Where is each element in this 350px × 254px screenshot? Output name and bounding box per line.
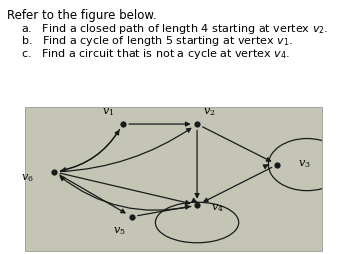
Text: $v_3$: $v_3$ [298,159,310,170]
Bar [25,107,322,251]
Text: a.   Find a closed path of length 4 starting at vertex $v_2$.: a. Find a closed path of length 4 starti… [21,22,328,36]
Text: c.   Find a circuit that is not a cycle at vertex $v_4$.: c. Find a circuit that is not a cycle at… [21,47,290,61]
Text: $v_5$: $v_5$ [113,225,126,237]
Text: $v_6$: $v_6$ [21,172,34,184]
Text: $v_2$: $v_2$ [203,107,215,118]
Text: $v_1$: $v_1$ [102,107,114,118]
Text: b.   Find a cycle of length 5 starting at vertex $v_1$.: b. Find a cycle of length 5 starting at … [21,34,293,48]
Text: $v_4$: $v_4$ [211,202,224,214]
Text: Refer to the figure below.: Refer to the figure below. [7,9,157,22]
